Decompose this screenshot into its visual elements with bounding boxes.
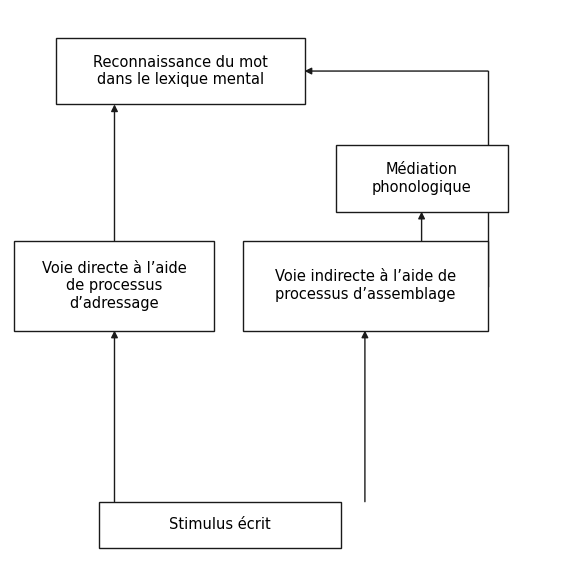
FancyBboxPatch shape bbox=[243, 241, 488, 331]
Text: Voie indirecte à l’aide de
processus d’assemblage: Voie indirecte à l’aide de processus d’a… bbox=[275, 270, 456, 302]
FancyBboxPatch shape bbox=[14, 241, 214, 331]
FancyBboxPatch shape bbox=[99, 502, 341, 548]
Text: Médiation
phonologique: Médiation phonologique bbox=[372, 162, 472, 194]
FancyBboxPatch shape bbox=[336, 145, 508, 212]
FancyBboxPatch shape bbox=[56, 38, 305, 104]
Text: Voie directe à l’aide
de processus
d’adressage: Voie directe à l’aide de processus d’adr… bbox=[42, 261, 187, 310]
Text: Reconnaissance du mot
dans le lexique mental: Reconnaissance du mot dans le lexique me… bbox=[93, 55, 268, 87]
Text: Stimulus écrit: Stimulus écrit bbox=[169, 517, 271, 532]
